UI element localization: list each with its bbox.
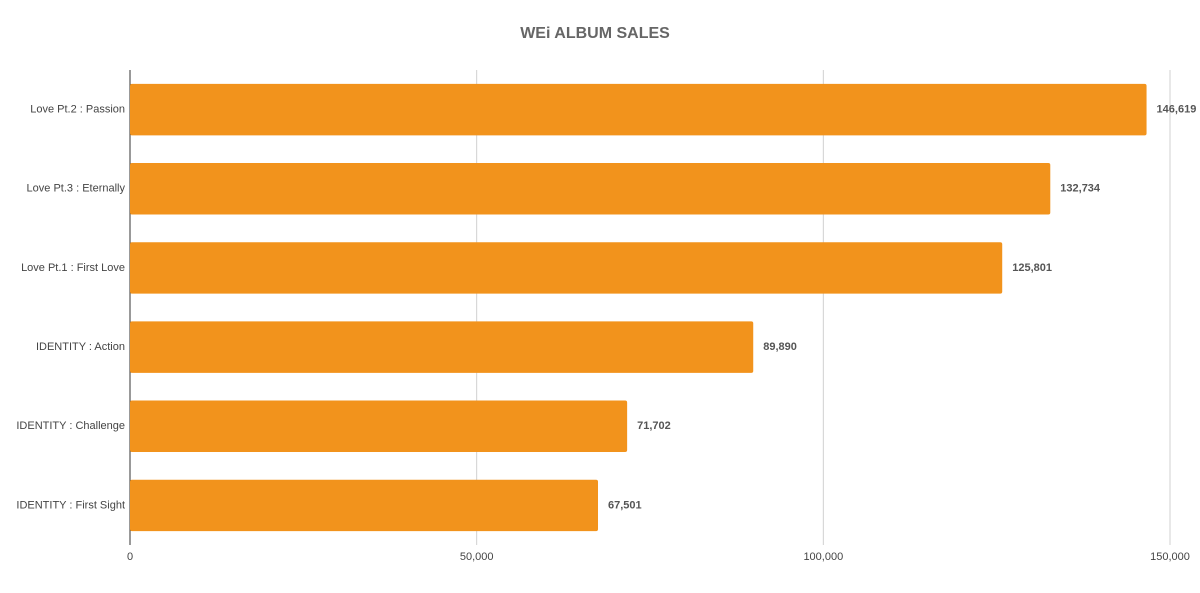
data-label: 67,501: [608, 499, 642, 511]
x-tick-label: 50,000: [460, 551, 494, 563]
bar: [130, 242, 1003, 294]
bar: [130, 479, 599, 532]
data-label: 132,734: [1060, 183, 1101, 195]
x-tick-label: 150,000: [1150, 551, 1190, 563]
chart-title: WEi ALBUM SALES: [520, 25, 670, 42]
data-label: 125,801: [1012, 262, 1052, 274]
data-label: 146,619: [1157, 103, 1197, 115]
bar: [130, 321, 754, 373]
y-tick-label: IDENTITY : Action: [36, 341, 125, 353]
y-tick-label: IDENTITY : First Sight: [16, 499, 125, 511]
y-tick-label: Love Pt.1 : First Love: [21, 262, 125, 274]
bar: [130, 163, 1051, 215]
y-tick-label: IDENTITY : Challenge: [16, 420, 125, 432]
x-tick-label: 0: [127, 551, 133, 563]
bar: [130, 400, 628, 452]
data-label: 71,702: [637, 420, 671, 432]
x-tick-label: 100,000: [803, 551, 843, 563]
y-tick-label: Love Pt.3 : Eternally: [27, 183, 126, 195]
y-tick-label: Love Pt.2 : Passion: [30, 103, 125, 115]
data-label: 89,890: [763, 341, 797, 353]
bar: [130, 83, 1147, 136]
